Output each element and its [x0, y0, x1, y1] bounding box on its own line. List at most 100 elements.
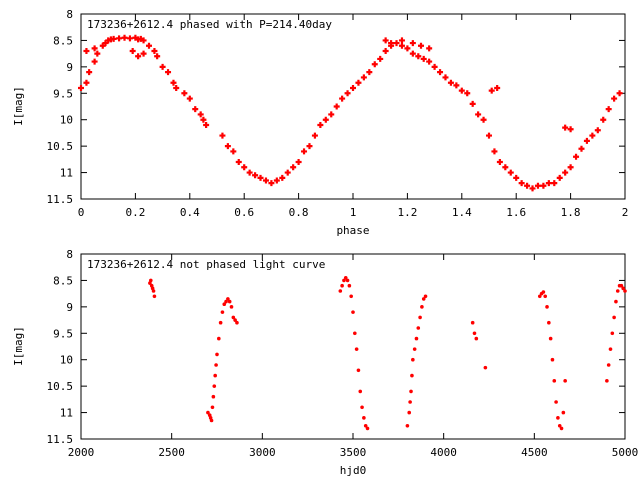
unphased-data-point [407, 410, 412, 415]
unphased-data-point [470, 320, 475, 325]
phased-data-point [252, 172, 259, 179]
unphased-x-tick-label: 2500 [158, 446, 185, 459]
unphased-data-point [213, 373, 217, 378]
unphased-data-point [351, 310, 355, 314]
phased-data-point [360, 74, 367, 81]
phased-data-point [116, 35, 123, 42]
phased-data-point [86, 69, 93, 76]
unphased-data-point [212, 384, 217, 388]
unphased-data-point [356, 368, 361, 373]
phased-data-point [306, 143, 313, 150]
unphased-data-point [416, 326, 421, 330]
phased-data-point [295, 159, 302, 165]
phased-data-point [200, 116, 207, 123]
phased-data-point [616, 90, 623, 97]
phased-x-tick-label: 1.2 [397, 206, 417, 219]
phased-data-point [480, 116, 487, 123]
unphased-data-point [340, 283, 344, 288]
phased-x-tick-label: 0.6 [234, 206, 254, 219]
phased-x-tick-label: 1.4 [452, 206, 472, 219]
phased-data-point [151, 48, 158, 54]
phased-data-point [173, 85, 180, 91]
phased-data-point [366, 69, 373, 76]
phased-data-point [534, 182, 541, 189]
unphased-data-point [229, 305, 234, 309]
unphased-data-point [358, 389, 363, 394]
unphased-data-point [606, 363, 611, 367]
phased-data-point [91, 58, 98, 65]
phased-data-point [146, 42, 152, 49]
phased-chart-title: 173236+2612.4 phased with P=214.40day [87, 18, 332, 31]
phased-data-point [589, 132, 596, 139]
phased-data-point [420, 55, 427, 62]
phased-data-point [562, 124, 569, 131]
unphased-y-tick-label: 11 [60, 407, 73, 420]
phased-data-point [91, 45, 98, 52]
unphased-x-tick-label: 4500 [521, 446, 548, 459]
phased-data-point [398, 37, 405, 44]
unphased-data-point [226, 297, 230, 301]
phased-data-point [415, 53, 422, 60]
phased-data-point [404, 45, 411, 52]
unphased-data-point [414, 336, 419, 341]
unphased-data-point [214, 363, 218, 367]
unphased-data-point [231, 315, 236, 320]
phased-data-point [322, 116, 329, 123]
unphased-data-point [615, 289, 620, 293]
phased-x-tick-label: 0 [78, 206, 85, 219]
unphased-x-tick-label: 4000 [430, 446, 457, 459]
phased-data-point [426, 45, 433, 52]
unphased-data-point [612, 315, 616, 320]
phased-data-point [126, 35, 133, 42]
phased-data-point [556, 174, 563, 181]
phased-data-point [371, 61, 378, 68]
phased-data-point [518, 180, 525, 187]
phased-data-point [235, 159, 242, 165]
unphased-data-point [149, 278, 153, 283]
phased-data-point [409, 50, 416, 57]
unphased-data-point [619, 283, 624, 288]
phased-data-point [83, 48, 90, 54]
unphased-data-point [235, 320, 239, 325]
phased-y-tick-label: 10.5 [47, 140, 74, 153]
phased-y-tick-label: 11 [60, 167, 73, 180]
unphased-data-point [362, 416, 366, 420]
unphased-data-point [345, 278, 350, 283]
unphased-data-point [227, 299, 232, 304]
unphased-data-point [409, 389, 413, 394]
unphased-data-point [410, 373, 414, 378]
phased-data-point [350, 85, 356, 91]
unphased-data-point [420, 305, 424, 309]
phased-axis-ticks: 0 0.2 0.4 0.6 0.8 1 1.2 1.4 1.6 1.8 2 8 8.5 9 9.5 10 10.… [47, 8, 629, 219]
unphased-y-tick-label: 10.5 [47, 380, 74, 393]
phased-data-point [140, 50, 147, 57]
unphased-data-point [557, 423, 562, 428]
phased-data-point [165, 69, 172, 76]
unphased-data-point [360, 405, 364, 410]
phased-data-point [426, 58, 433, 65]
phased-data-point [562, 169, 569, 176]
phased-data-point [388, 40, 395, 47]
unphased-data-point [621, 286, 625, 291]
phased-data-point [135, 53, 142, 60]
phased-x-tick-label: 2 [622, 206, 629, 219]
phased-data-point [453, 82, 460, 89]
unphased-y-axis-label: I[mag] [12, 326, 25, 366]
unphased-data-point [543, 294, 548, 299]
phased-data-point [442, 74, 449, 81]
unphased-axis-ticks: 2000 2500 3000 3500 4000 4500 5000 8 8.5 9 9.5 10 10… [47, 248, 639, 459]
unphased-y-tick-label: 9 [66, 301, 73, 314]
phased-data-point [311, 132, 318, 139]
phased-data-point [110, 35, 117, 42]
phased-x-tick-label: 1.8 [561, 206, 581, 219]
unphased-data-point [614, 299, 618, 304]
unphased-data-point [222, 302, 227, 307]
phased-data-point [339, 95, 346, 102]
phased-data-point [611, 95, 618, 102]
phased-data-point [262, 177, 269, 184]
phased-data-point [284, 169, 291, 176]
phased-y-axis-label: I[mag] [12, 86, 25, 126]
unphased-data-point [220, 310, 225, 314]
phased-data-point [573, 153, 580, 160]
